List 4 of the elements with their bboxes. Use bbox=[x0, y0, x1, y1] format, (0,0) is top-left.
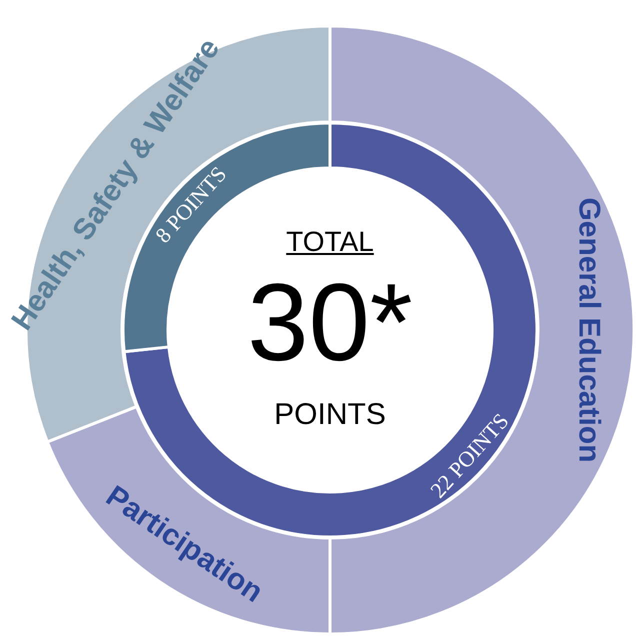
text: 30* bbox=[246, 261, 414, 384]
text: TOTAL bbox=[285, 226, 375, 257]
slice-label: General Education bbox=[572, 197, 606, 463]
text: POINTS bbox=[274, 398, 386, 431]
